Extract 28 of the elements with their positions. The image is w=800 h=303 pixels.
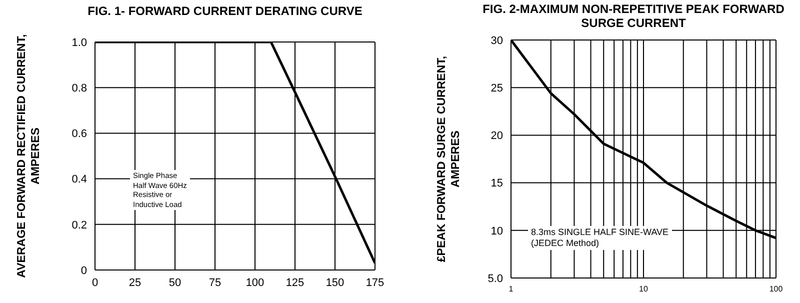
annotation: 8.3ms SINGLE HALF SINE-WAVE (JEDEC Method) bbox=[528, 226, 672, 250]
x-tick-label: 125 bbox=[286, 276, 304, 289]
x-tick-label: 175 bbox=[366, 276, 384, 289]
x-tick-label: 100 bbox=[769, 284, 784, 294]
x-tick-label: 0 bbox=[92, 276, 98, 289]
x-tick-label: 1 bbox=[508, 284, 514, 294]
y-tick-label: 30 bbox=[490, 34, 503, 47]
x-tick-label: 50 bbox=[168, 276, 182, 289]
y-tick-label: 20 bbox=[490, 130, 503, 142]
y-tick-label: 5.0 bbox=[488, 272, 503, 285]
y-axis-title: £PEAK FORWARD SURGE CURRENT, AMPERES bbox=[435, 54, 463, 264]
x-tick-label: 25 bbox=[128, 276, 142, 289]
chart-title: FIG. 2-MAXIMUM NON-REPETITIVE PEAK FORWARD SURGE CURRENT bbox=[482, 2, 786, 30]
y-tick-label: 0 bbox=[80, 264, 87, 277]
y-tick-label: 0.4 bbox=[72, 174, 87, 186]
y-tick-label: 0.2 bbox=[72, 219, 87, 232]
y-axis-title: AVERAGE FORWARD RECTIFIED CURRENT, AMPERES bbox=[15, 33, 43, 280]
x-tick-label: 100 bbox=[246, 276, 264, 289]
y-tick-label: 0.8 bbox=[72, 82, 87, 95]
chart-title: FIG. 1- FORWARD CURRENT DERATING CURVE bbox=[86, 4, 364, 18]
x-tick-label: 150 bbox=[326, 276, 344, 289]
y-tick-label: 10 bbox=[490, 225, 503, 238]
x-tick-label: 10 bbox=[639, 284, 648, 294]
y-tick-label: 15 bbox=[490, 178, 503, 190]
y-tick-label: 25 bbox=[490, 82, 503, 95]
y-tick-label: 1.0 bbox=[72, 36, 87, 49]
x-tick-label: 75 bbox=[208, 276, 222, 289]
y-tick-label: 0.6 bbox=[72, 128, 87, 140]
